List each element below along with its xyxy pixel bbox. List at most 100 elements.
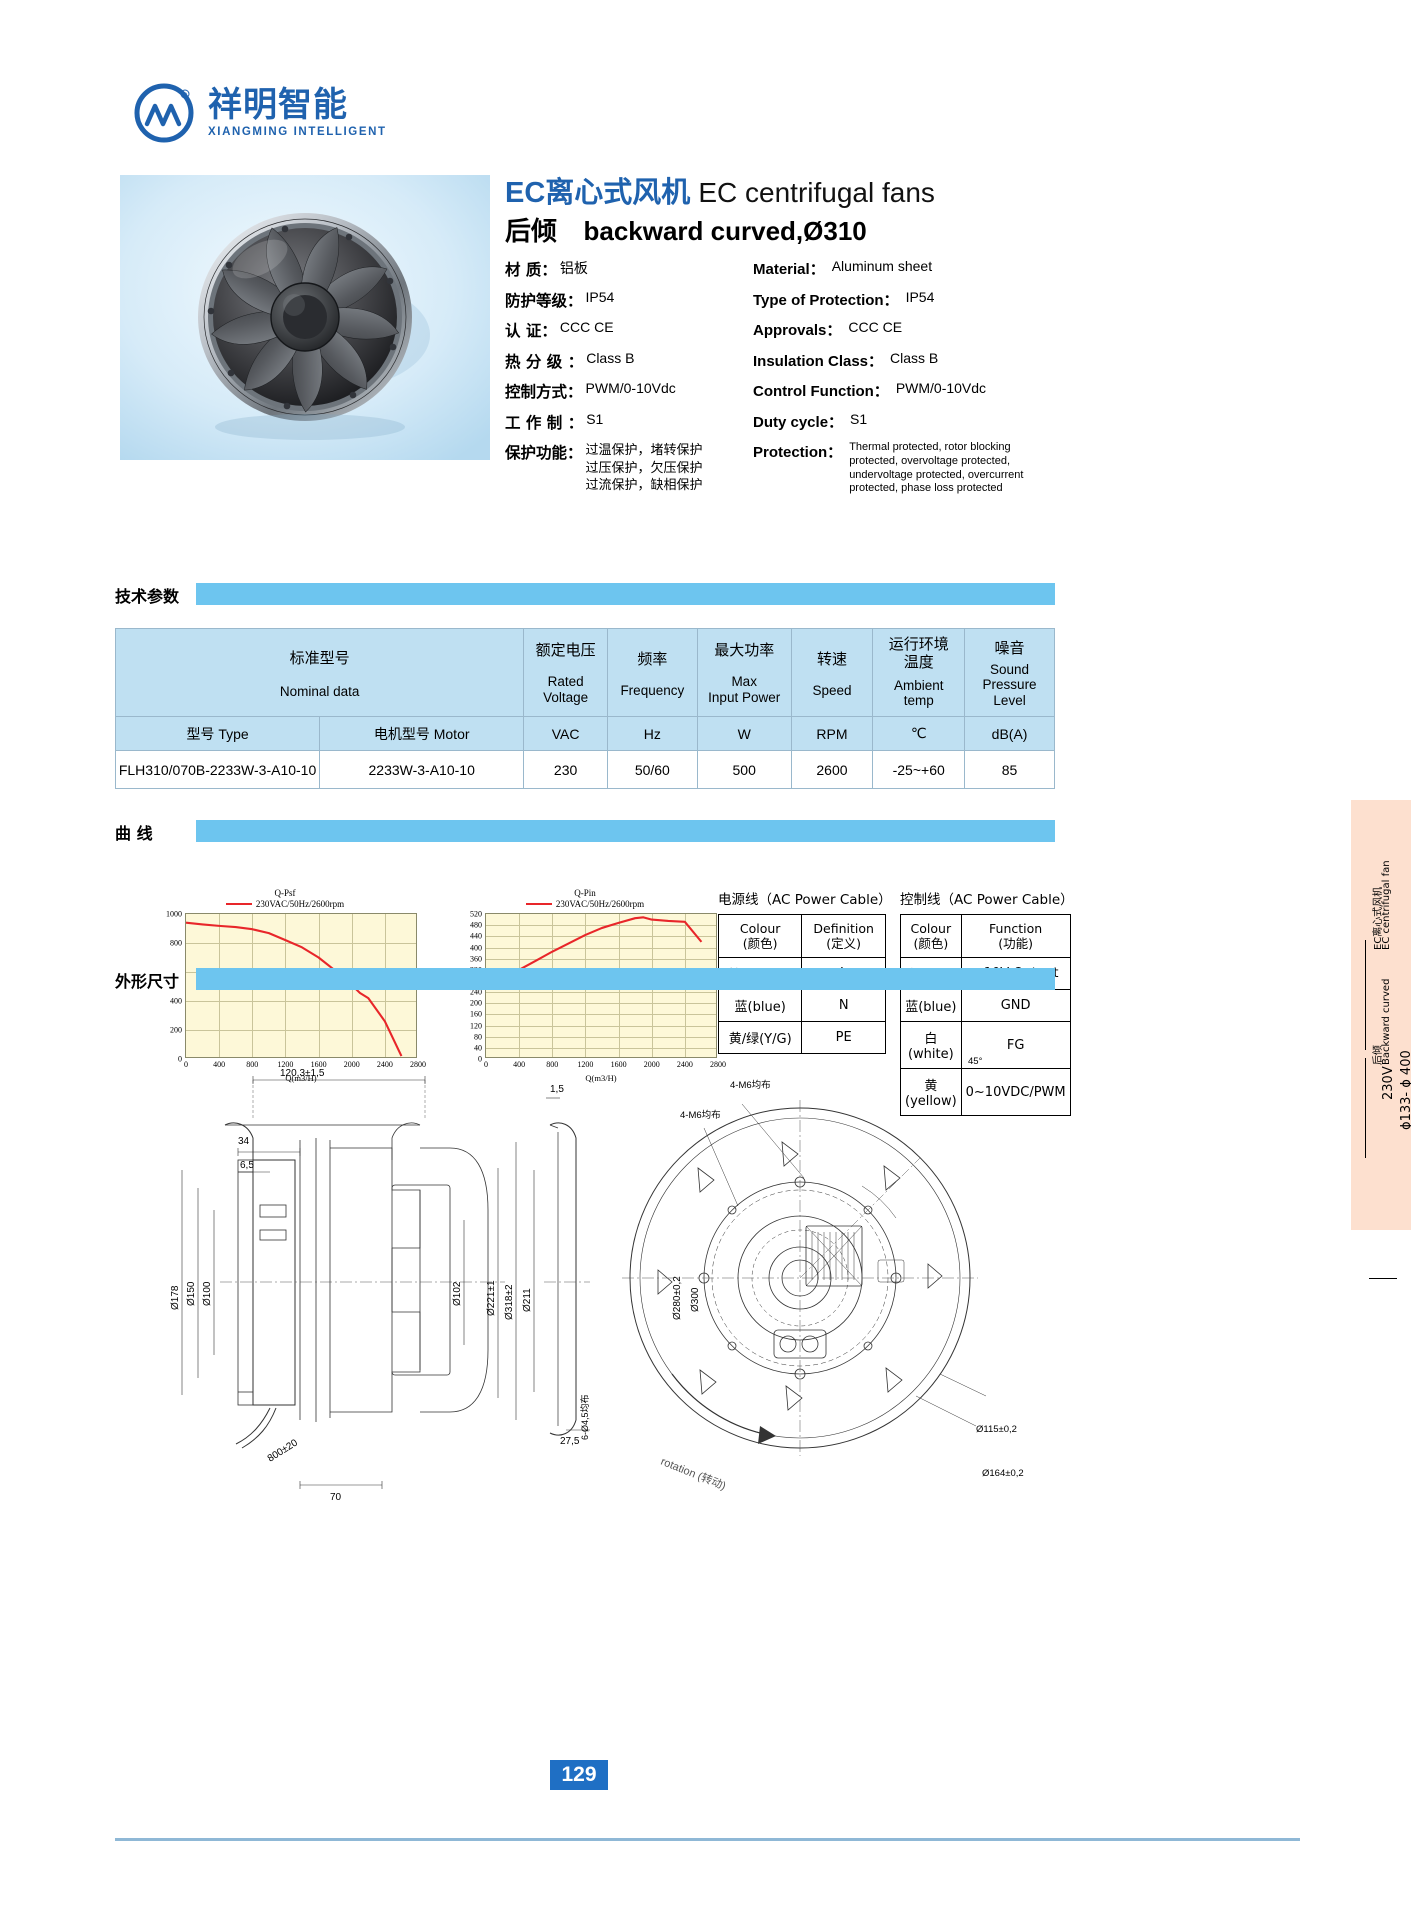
svg-text:R: R: [183, 93, 188, 99]
dim-label: 120,3±1,5: [280, 1068, 325, 1079]
spec-row-approvals: 认 证： CCC CE Approvals： CCC CE: [505, 319, 1065, 341]
unit-power: W: [696, 716, 792, 751]
dim-label: Ø221±1: [486, 1280, 497, 1316]
product-title-block: EC离心式风机 EC centrifugal fans 后倾 backward …: [505, 176, 1065, 249]
dim-label: 4-M6均布: [680, 1109, 721, 1121]
spec-row-protection-function: 保护功能： 过温保护，堵转保护 过压保护，欠压保护 过流保护，缺相保护 Prot…: [505, 441, 1065, 496]
dimension-drawings: 120,3±1,5 34 6,5 70 1,5 27,5 Ø178 Ø150 Ø…: [120, 1020, 1060, 1520]
side-tab-label-en-2: Backward curved: [1381, 978, 1392, 1065]
section-bar-curves: [196, 820, 1055, 842]
cable-definition: PE: [801, 1021, 886, 1054]
xtick-label: 2400: [376, 1060, 393, 1069]
spec-value-en: IP54: [905, 288, 935, 305]
spec-value-cn: Class B: [586, 349, 635, 366]
col-header-en-speed: Speed: [812, 682, 852, 698]
protection-line-en: protected, phase loss protected: [849, 482, 1003, 495]
ytick-label: 520: [470, 909, 482, 919]
spec-label-en: Control Function：: [753, 383, 889, 400]
side-tab-label-en-1: EC centrifugal fan: [1381, 860, 1392, 950]
spec-value-en: Class B: [890, 349, 939, 366]
protection-line-cn: 过流保护，缺相保护: [585, 477, 703, 493]
protection-line-en: protected, overvoltage protected,: [849, 454, 1011, 467]
col-header-cn-power: 最大功率: [714, 641, 775, 660]
ytick-label: 80: [474, 1032, 482, 1042]
spec-row-protection-type: 防护等级： IP54 Type of Protection： IP54: [505, 289, 1065, 311]
xtick-label: 0: [184, 1060, 188, 1069]
brand-name-en: XIANGMING INTELLIGENT: [208, 125, 387, 138]
cable-function: GND: [960, 989, 1071, 1022]
xtick-label: 1600: [310, 1060, 327, 1069]
spec-value-en: Aluminum sheet: [831, 258, 933, 274]
spec-row-control: 控制方式： PWM/0-10Vdc Control Function： PWM/…: [505, 380, 1065, 402]
xtick-label: 1600: [610, 1060, 627, 1069]
ytick-label: 120: [470, 1021, 482, 1030]
table-row: 蓝(blue) GND: [900, 989, 1071, 1022]
protection-label-en: Protection：: [753, 444, 843, 461]
dim-label: Ø150: [186, 1281, 197, 1306]
cell-sound: 85: [964, 750, 1055, 789]
protection-line-cn: 过温保护，堵转保护: [585, 442, 703, 457]
drawing-svg: 120,3±1,5 34 6,5 70 1,5 27,5 Ø178 Ø150 Ø…: [170, 1056, 1024, 1503]
spec-label-en: Type of Protection：: [753, 291, 899, 309]
col-header-en-sound: Sound Pressure Level: [982, 661, 1037, 708]
spec-value-cn: PWM/0-10Vdc: [585, 380, 676, 396]
spec-label-en: Approvals：: [753, 322, 842, 339]
section-title-tech-params: 技术参数: [115, 583, 186, 607]
side-tab-rule: [1365, 940, 1366, 1050]
xtick-label: 800: [546, 1060, 559, 1069]
product-title-line1: EC离心式风机 EC centrifugal fans: [505, 176, 1065, 211]
logo-mark-icon: R: [133, 82, 195, 144]
ytick-label: 0: [178, 1054, 182, 1064]
dim-label: Ø280±0,2: [672, 1276, 683, 1320]
chart-title-q-psf: Q-Psf: [274, 888, 296, 898]
product-title-line2: 后倾 backward curved,Ø310: [505, 215, 1065, 249]
xaxis-label-q-pin: Q(m3/H): [585, 1073, 617, 1083]
xtick-label: 2000: [643, 1060, 660, 1069]
col-header-cn-frequency: 频率: [637, 649, 668, 668]
legend-swatch-icon: [225, 902, 252, 906]
spec-label-en: Insulation Class：: [753, 352, 884, 370]
product-subtitle-cn: 后倾: [505, 215, 558, 246]
control-cable-caption: 控制线（AC Power Cable）: [900, 892, 1074, 908]
ytick-label: 480: [470, 920, 482, 930]
cable-header-function: Function (功能): [960, 914, 1071, 958]
xtick-label: 400: [513, 1060, 526, 1069]
ytick-label: 240: [470, 987, 482, 997]
col-header-cn-speed: 转速: [816, 649, 847, 668]
cable-header-colour: Colour (颜色): [717, 914, 803, 958]
xtick-label: 2800: [710, 1060, 726, 1069]
table-row: Colour (颜色) Function (功能): [900, 914, 1071, 958]
col-header-en-power: Max Input Power: [708, 674, 781, 705]
dim-label: Ø211: [522, 1288, 533, 1312]
table-row: 黄/绿(Y/G) PE: [717, 1021, 886, 1054]
subheader-type: 型号 Type: [114, 716, 321, 751]
table-row: 黄(yellow) 0~10VDC/PWM: [900, 1068, 1071, 1116]
dim-label: 6-Ø4,5均布: [579, 1394, 590, 1440]
chart-curve-q-pin: [486, 916, 703, 988]
protection-line-en: Thermal protected, rotor blocking: [849, 441, 1011, 453]
cable-colour: 蓝(blue): [900, 989, 962, 1022]
spec-label-cn: 控制方式：: [505, 383, 583, 401]
cable-colour: 蓝(blue): [717, 989, 803, 1022]
drawing-side-view: [181, 1076, 517, 1489]
spec-value-cn: 铝板: [559, 260, 588, 276]
ytick-label: 200: [470, 998, 482, 1008]
xtick-label: 2800: [410, 1060, 426, 1069]
dim-label: 34: [238, 1136, 250, 1147]
unit-speed: RPM: [790, 716, 874, 751]
dim-label: 27,5: [560, 1436, 580, 1447]
cable-colour: 黄/绿(Y/G): [717, 1021, 803, 1054]
col-header-en-voltage: Rated Voltage: [543, 674, 589, 705]
xtick-label: 2000: [343, 1060, 360, 1069]
col-header-cn-ambient: 运行环境 温度: [888, 635, 949, 671]
dim-label: Ø115±0,2: [976, 1424, 1017, 1435]
cable-definition: N: [801, 989, 886, 1022]
dim-label: 1,5: [550, 1084, 564, 1095]
dim-label: 6,5: [240, 1160, 254, 1171]
col-header-cn-voltage: 额定电压: [535, 641, 596, 660]
spec-label-cn: 工 作 制 ：: [505, 413, 584, 432]
product-subtitle-en: backward curved,Ø310: [583, 215, 867, 246]
table-unit-row: 型号 Type 电机型号 Motor VAC Hz W RPM ℃ dB(A): [114, 716, 1055, 751]
cell-power: 500: [696, 750, 792, 789]
